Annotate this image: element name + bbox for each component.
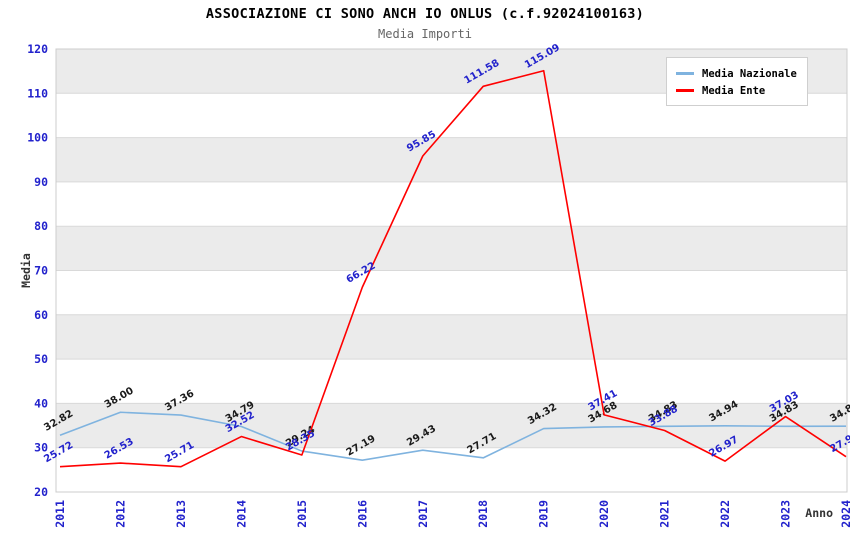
media-ente-line-swatch xyxy=(676,89,694,92)
x-tick-label: 2020 xyxy=(597,500,611,528)
series-line-media-nazionale xyxy=(59,411,847,461)
legend-label-media-nazionale: Media Nazionale xyxy=(702,67,797,80)
legend-label-media-ente: Media Ente xyxy=(702,84,766,97)
y-tick-label: 80 xyxy=(34,219,48,233)
chart-title: ASSOCIAZIONE CI SONO ANCH IO ONLUS (c.f.… xyxy=(205,6,645,22)
media-nazionale-line-swatch xyxy=(676,72,694,75)
x-tick-label: 2013 xyxy=(174,500,188,528)
x-tick-label: 2019 xyxy=(537,500,551,528)
x-tick-label: 2022 xyxy=(718,500,732,528)
x-tick-label: 2023 xyxy=(779,500,793,528)
x-tick-label: 2016 xyxy=(355,500,369,528)
x-tick-label: 2018 xyxy=(476,500,490,528)
plot-band xyxy=(56,314,847,360)
y-tick-label: 50 xyxy=(34,352,48,366)
x-tick-label: 2011 xyxy=(53,500,67,528)
legend-item-media-ente: Media Ente xyxy=(676,82,798,99)
chart-subtitle: Media Importi xyxy=(378,27,472,41)
y-axis-title: Media xyxy=(19,253,33,288)
x-axis-title: Anno xyxy=(805,506,833,520)
y-tick-label: 120 xyxy=(27,42,48,56)
x-tick-label: 2017 xyxy=(416,500,430,528)
plot-band xyxy=(56,137,847,182)
y-tick-label: 40 xyxy=(34,396,48,410)
series-line-media-ente xyxy=(59,69,847,468)
x-tick-label: 2024 xyxy=(839,500,850,528)
x-tick-label: 2015 xyxy=(295,500,309,528)
x-tick-label: 2014 xyxy=(234,500,248,528)
legend-item-media-nazionale: Media Nazionale xyxy=(676,65,798,82)
y-tick-label: 20 xyxy=(34,485,48,499)
y-tick-label: 100 xyxy=(27,131,48,145)
legend: Media Nazionale Media Ente xyxy=(666,57,808,106)
x-tick-label: 2012 xyxy=(113,500,127,528)
plot-band xyxy=(56,226,847,271)
y-tick-label: 60 xyxy=(34,308,48,322)
x-tick-label: 2021 xyxy=(658,500,672,528)
y-tick-label: 30 xyxy=(34,441,48,455)
y-tick-label: 110 xyxy=(27,86,48,100)
y-tick-label: 90 xyxy=(34,175,48,189)
plot-border xyxy=(55,48,848,493)
y-tick-label: 70 xyxy=(34,264,48,278)
